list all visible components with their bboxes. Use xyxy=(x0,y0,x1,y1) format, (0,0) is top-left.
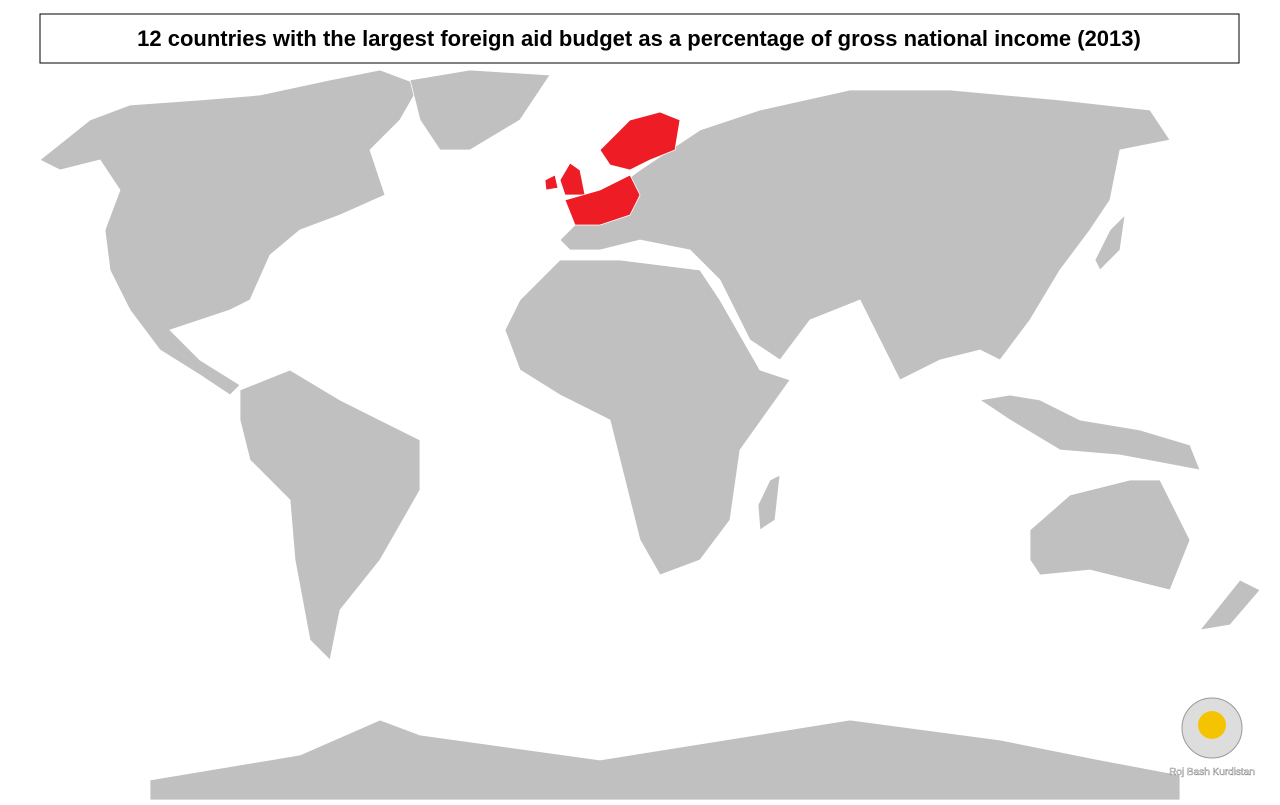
greenland xyxy=(409,69,551,151)
scandinavia xyxy=(599,111,681,171)
western-europe xyxy=(564,174,641,226)
antarctica xyxy=(149,719,1181,801)
new-zealand xyxy=(1199,579,1261,631)
world-map xyxy=(39,69,1261,801)
title: 12 countries with the largest foreign ai… xyxy=(137,26,1141,51)
title-box xyxy=(39,13,1240,64)
logo-sun xyxy=(1198,711,1226,739)
madagascar xyxy=(757,474,781,531)
africa xyxy=(504,259,791,576)
japan xyxy=(1094,213,1126,271)
eurasia xyxy=(559,89,1171,381)
indonesia xyxy=(978,394,1201,471)
australia xyxy=(1029,479,1191,591)
north-america xyxy=(39,69,421,396)
ireland xyxy=(544,174,559,191)
south-america xyxy=(239,369,421,661)
britain xyxy=(559,162,586,196)
logo: Roj Bash Kurdistan xyxy=(1169,697,1255,778)
logo-text: Roj Bash Kurdistan xyxy=(1169,767,1255,778)
